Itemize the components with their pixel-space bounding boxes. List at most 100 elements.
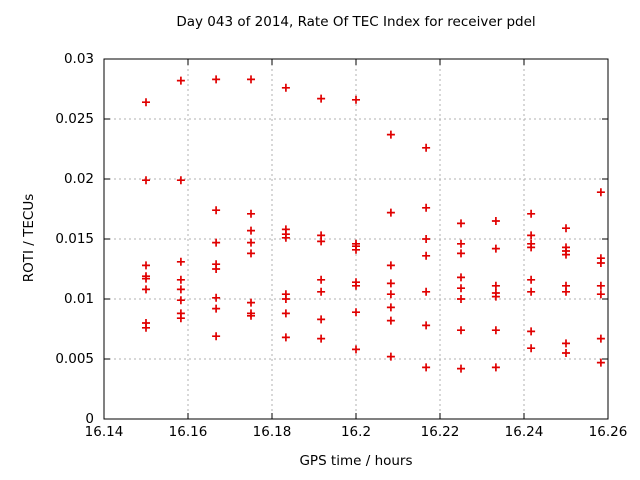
data-point-marker: [247, 311, 255, 320]
data-point-marker: [317, 315, 326, 324]
data-point-marker: [596, 290, 605, 299]
data-point-marker: [562, 224, 570, 233]
data-point-marker: [527, 275, 536, 284]
data-point-marker: [457, 219, 465, 228]
data-point-marker: [176, 296, 185, 305]
data-point-marker: [457, 326, 465, 335]
x-tick-label: 16.24: [504, 424, 544, 440]
data-point-marker: [247, 238, 255, 247]
data-point-marker: [491, 244, 500, 253]
data-point-marker: [142, 261, 150, 270]
x-tick-label: 16.2: [340, 424, 372, 440]
data-point-marker: [176, 176, 185, 185]
data-point-marker: [212, 238, 221, 247]
y-tick-label: 0.03: [63, 51, 94, 67]
data-point-marker: [491, 326, 500, 335]
data-point-marker: [457, 295, 465, 303]
data-point-marker: [212, 293, 221, 302]
data-point-marker: [317, 334, 326, 343]
x-tick-label: 16.14: [84, 424, 124, 440]
data-point-marker: [596, 281, 605, 290]
data-point-marker: [527, 231, 536, 240]
data-point-marker: [527, 209, 536, 218]
data-point-marker: [596, 259, 605, 267]
data-point-marker: [317, 94, 326, 103]
x-tick-label: 16.22: [420, 424, 460, 440]
data-point-marker: [281, 233, 290, 242]
data-point-marker: [176, 257, 185, 266]
data-point-marker: [247, 226, 255, 235]
data-point-marker: [457, 284, 465, 293]
data-point-marker: [562, 250, 570, 259]
data-point-marker: [386, 290, 395, 299]
data-point-marker: [142, 323, 150, 332]
data-point-marker: [527, 243, 536, 252]
data-point-marker: [281, 295, 290, 303]
data-point-marker: [527, 327, 536, 336]
data-point-marker: [422, 235, 431, 243]
x-tick-label: 16.18: [252, 424, 292, 440]
y-tick-label: 0.01: [63, 291, 94, 307]
x-tick-label: 16.26: [588, 424, 628, 440]
data-point-marker: [176, 314, 185, 323]
data-point-marker: [247, 75, 255, 84]
data-point-marker: [317, 237, 326, 246]
data-point-marker: [422, 287, 431, 296]
data-point-marker: [281, 309, 290, 318]
data-point-marker: [386, 279, 395, 288]
data-point-marker: [352, 345, 360, 354]
data-point-marker: [422, 203, 431, 212]
data-point-marker: [386, 261, 395, 270]
data-point-marker: [457, 273, 465, 282]
data-point-marker: [386, 208, 395, 217]
data-point-marker: [352, 95, 360, 104]
data-point-marker: [422, 321, 431, 330]
y-tick-label: 0.005: [55, 351, 94, 367]
data-point-marker: [142, 285, 150, 294]
data-point-marker: [386, 316, 395, 325]
y-tick-label: 0.015: [55, 231, 94, 247]
data-point-marker: [281, 333, 290, 342]
data-point-marker: [247, 209, 255, 218]
x-tick-label: 16.16: [168, 424, 208, 440]
data-point-marker: [596, 188, 605, 197]
data-point-marker: [176, 275, 185, 284]
data-point-marker: [352, 281, 360, 290]
chart-title: Day 043 of 2014, Rate Of TEC Index for r…: [176, 14, 536, 30]
data-point-marker: [386, 303, 395, 312]
data-point-marker: [142, 98, 150, 107]
data-point-marker: [247, 249, 255, 258]
data-point-marker: [562, 287, 570, 296]
data-point-marker: [212, 206, 221, 215]
data-point-marker: [212, 332, 221, 341]
data-point-marker: [457, 364, 465, 373]
data-point-marker: [317, 287, 326, 296]
data-point-marker: [457, 249, 465, 258]
y-tick-label: 0.02: [63, 171, 94, 187]
data-point-marker: [176, 76, 185, 85]
data-point-marker: [212, 265, 221, 273]
data-point-marker: [596, 358, 605, 367]
data-point-marker: [176, 285, 185, 294]
data-point-marker: [491, 217, 500, 225]
data-point-marker: [457, 239, 465, 248]
data-point-marker: [562, 339, 570, 348]
data-point-marker: [562, 349, 570, 357]
y-tick-label: 0: [85, 411, 94, 427]
data-point-marker: [247, 298, 255, 307]
data-point-marker: [212, 304, 221, 313]
data-point-marker: [386, 352, 395, 361]
data-point-marker: [142, 274, 150, 283]
data-point-marker: [386, 130, 395, 139]
y-tick-label: 0.025: [55, 111, 94, 127]
data-point-marker: [281, 83, 290, 92]
data-point-marker: [596, 334, 605, 343]
data-point-marker: [527, 287, 536, 296]
data-point-marker: [422, 251, 431, 260]
x-axis-label: GPS time / hours: [299, 453, 413, 469]
data-point-marker: [491, 292, 500, 301]
data-point-marker: [212, 75, 221, 84]
data-point-marker: [422, 363, 431, 372]
